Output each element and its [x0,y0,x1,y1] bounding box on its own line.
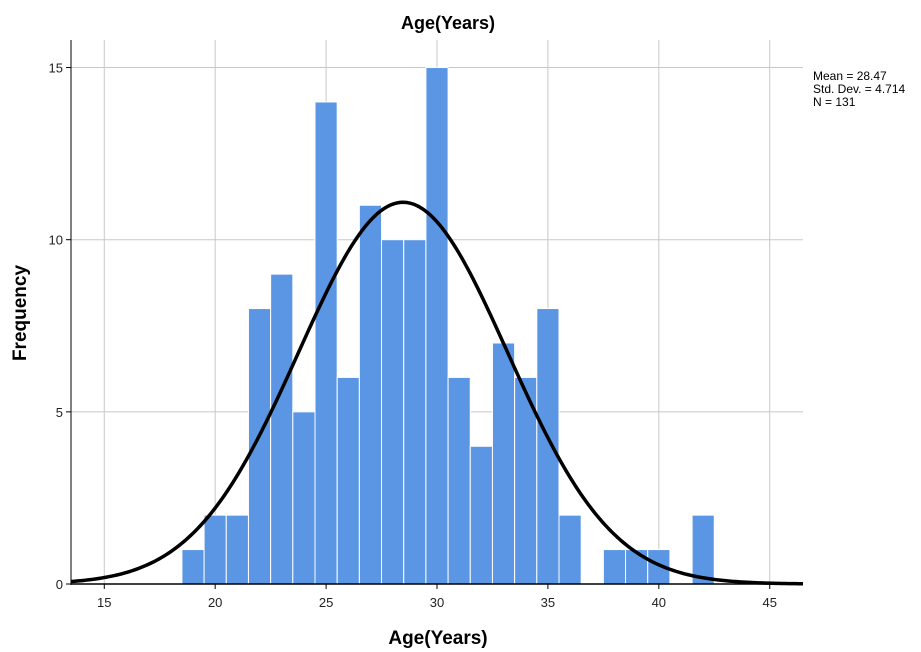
chart-title: Age(Years) [401,13,495,33]
histogram-bar [602,549,627,585]
y-tick-label: 15 [49,61,63,76]
histogram-bar [447,376,471,585]
histogram-bar [292,411,316,585]
y-tick-label: 5 [56,405,63,420]
histogram-bar [203,514,227,585]
y-tick-label: 10 [49,233,63,248]
histogram-bar [403,239,427,585]
axes [66,40,803,589]
histogram-bar [625,549,649,585]
histogram-bar [425,67,449,585]
histogram-bar [536,308,560,585]
x-tick-label: 30 [430,595,444,610]
histogram-bar [381,239,405,585]
tick-labels: 15 20 25 30 35 40 45 0 5 10 15 [49,61,777,610]
normal-curve [70,200,804,586]
x-tick-label: 40 [652,595,666,610]
y-axis-title: Frequency [10,265,31,362]
x-tick-label: 20 [208,595,222,610]
histogram-bars [181,67,715,585]
stats-std-dev: Std. Dev. = 4.714 [813,82,905,96]
x-tick-label: 45 [762,595,776,610]
histogram-bar [336,376,360,585]
histogram-bar [270,273,294,585]
normal-curve-layer [70,200,804,586]
x-tick-label: 25 [319,595,333,610]
histogram-bar [691,514,715,585]
histogram-bar [181,549,205,585]
y-tick-label: 0 [56,577,63,592]
stats-mean: Mean = 28.47 [813,69,887,83]
histogram-bar [558,514,582,585]
histogram-bar [314,101,338,585]
histogram-bar [491,342,516,585]
histogram-bar [469,445,493,585]
stats-n: N = 131 [813,95,856,109]
x-axis-title: Age(Years) [388,628,487,649]
x-tick-label: 35 [541,595,555,610]
histogram-bar [358,204,383,585]
x-tick-label: 15 [97,595,111,610]
histogram-bar [225,514,249,585]
stats-legend: Mean = 28.47 Std. Dev. = 4.714 N = 131 [813,69,905,109]
